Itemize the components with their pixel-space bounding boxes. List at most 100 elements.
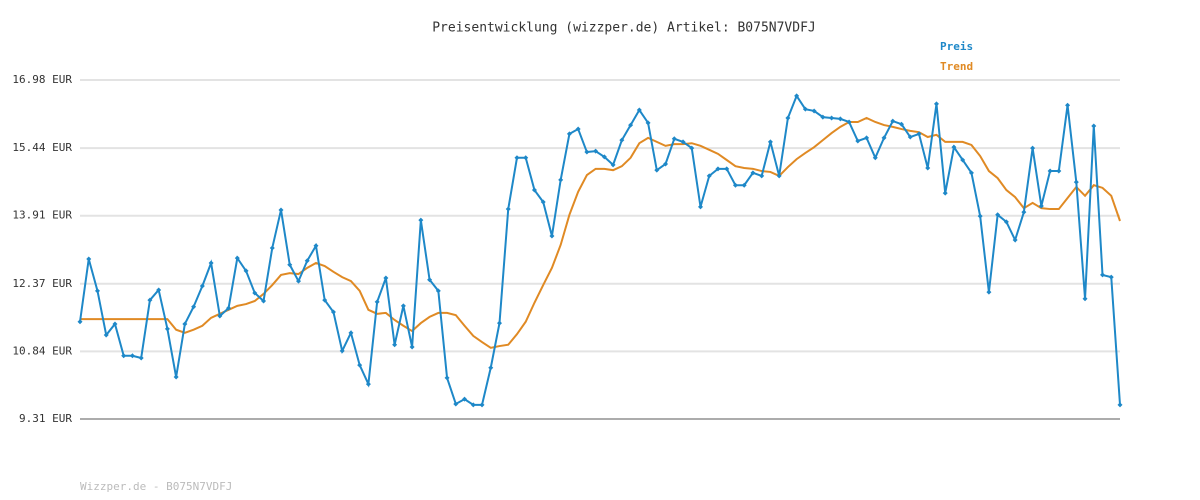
data-point: [575, 126, 581, 132]
data-point: [295, 278, 301, 284]
data-point: [77, 319, 83, 325]
data-point: [741, 182, 747, 188]
data-point: [1047, 168, 1053, 174]
data-point: [226, 305, 232, 311]
data-point: [252, 290, 258, 296]
y-tick-label: 13.91 EUR: [12, 209, 72, 222]
data-point: [392, 342, 398, 348]
data-point: [505, 206, 511, 212]
data-point: [837, 116, 843, 122]
data-point: [129, 353, 135, 359]
data-point: [715, 166, 721, 172]
data-point: [1082, 296, 1088, 302]
data-point: [698, 204, 704, 210]
data-point: [907, 134, 913, 140]
data-point: [899, 121, 905, 127]
data-point: [243, 268, 249, 274]
data-point: [488, 365, 494, 371]
data-point: [942, 190, 948, 196]
data-point: [1108, 274, 1114, 280]
data-point: [995, 212, 1001, 218]
data-point: [94, 288, 100, 294]
data-point: [549, 233, 555, 239]
data-point: [1073, 179, 1079, 185]
data-point: [348, 330, 354, 336]
data-point: [269, 245, 275, 251]
data-point: [689, 145, 695, 151]
data-point: [654, 167, 660, 173]
data-point: [601, 154, 607, 160]
data-point: [960, 157, 966, 163]
data-point: [409, 344, 415, 350]
legend-label: Trend: [940, 60, 973, 73]
data-point: [802, 106, 808, 112]
data-point: [732, 182, 738, 188]
data-point: [435, 288, 441, 294]
series-line: [80, 116, 1121, 349]
y-tick-label: 10.84 EUR: [12, 344, 72, 357]
data-point: [365, 381, 371, 387]
data-point: [540, 199, 546, 205]
data-point: [593, 148, 599, 154]
data-point: [496, 320, 502, 326]
data-point: [313, 243, 319, 249]
legend-label: Preis: [940, 40, 973, 53]
y-tick-label: 15.44 EUR: [12, 141, 72, 154]
data-point: [776, 173, 782, 179]
data-point: [234, 255, 240, 261]
data-point: [1003, 219, 1009, 225]
data-point: [1117, 402, 1123, 408]
data-point: [933, 101, 939, 107]
data-point: [1100, 272, 1106, 278]
data-point: [636, 107, 642, 113]
data-point: [925, 165, 931, 171]
chart-title: Preisentwicklung (wizzper.de) Artikel: B…: [432, 21, 816, 36]
data-point: [479, 402, 485, 408]
data-point: [610, 162, 616, 168]
data-point: [514, 155, 520, 161]
data-point: [322, 297, 328, 303]
data-point: [767, 139, 773, 145]
data-point: [173, 374, 179, 380]
data-point: [531, 187, 537, 193]
data-point: [261, 298, 267, 304]
data-point: [103, 332, 109, 338]
data-point: [1030, 145, 1036, 151]
y-tick-label: 16.98 EUR: [12, 73, 72, 86]
data-point: [1065, 102, 1071, 108]
data-point: [855, 138, 861, 144]
data-point: [1038, 203, 1044, 209]
data-point: [330, 309, 336, 315]
data-point: [453, 401, 459, 407]
data-point: [1056, 168, 1062, 174]
data-point: [1012, 237, 1018, 243]
series-line: [79, 93, 1121, 406]
data-point: [680, 139, 686, 145]
data-point: [890, 118, 896, 124]
data-point: [750, 170, 756, 176]
data-point: [1021, 209, 1027, 215]
data-point: [462, 396, 468, 402]
data-point: [619, 137, 625, 143]
data-point: [374, 299, 380, 305]
data-point: [217, 313, 223, 319]
data-point: [628, 122, 634, 128]
data-point: [278, 207, 284, 213]
data-point: [872, 155, 878, 161]
data-point: [977, 213, 983, 219]
data-point: [671, 136, 677, 142]
data-point: [357, 362, 363, 368]
y-tick-label: 9.31 EUR: [19, 412, 72, 425]
data-point: [400, 303, 406, 309]
data-point: [339, 348, 345, 354]
data-point: [112, 321, 118, 327]
data-point: [86, 256, 92, 262]
data-point: [846, 119, 852, 125]
data-point: [881, 135, 887, 141]
data-point: [566, 131, 572, 137]
footer: Wizzper.de - B075N7VDFJ: [80, 480, 232, 493]
y-tick-label: 12.37 EUR: [12, 277, 72, 290]
data-point: [785, 115, 791, 121]
data-point: [121, 353, 127, 359]
